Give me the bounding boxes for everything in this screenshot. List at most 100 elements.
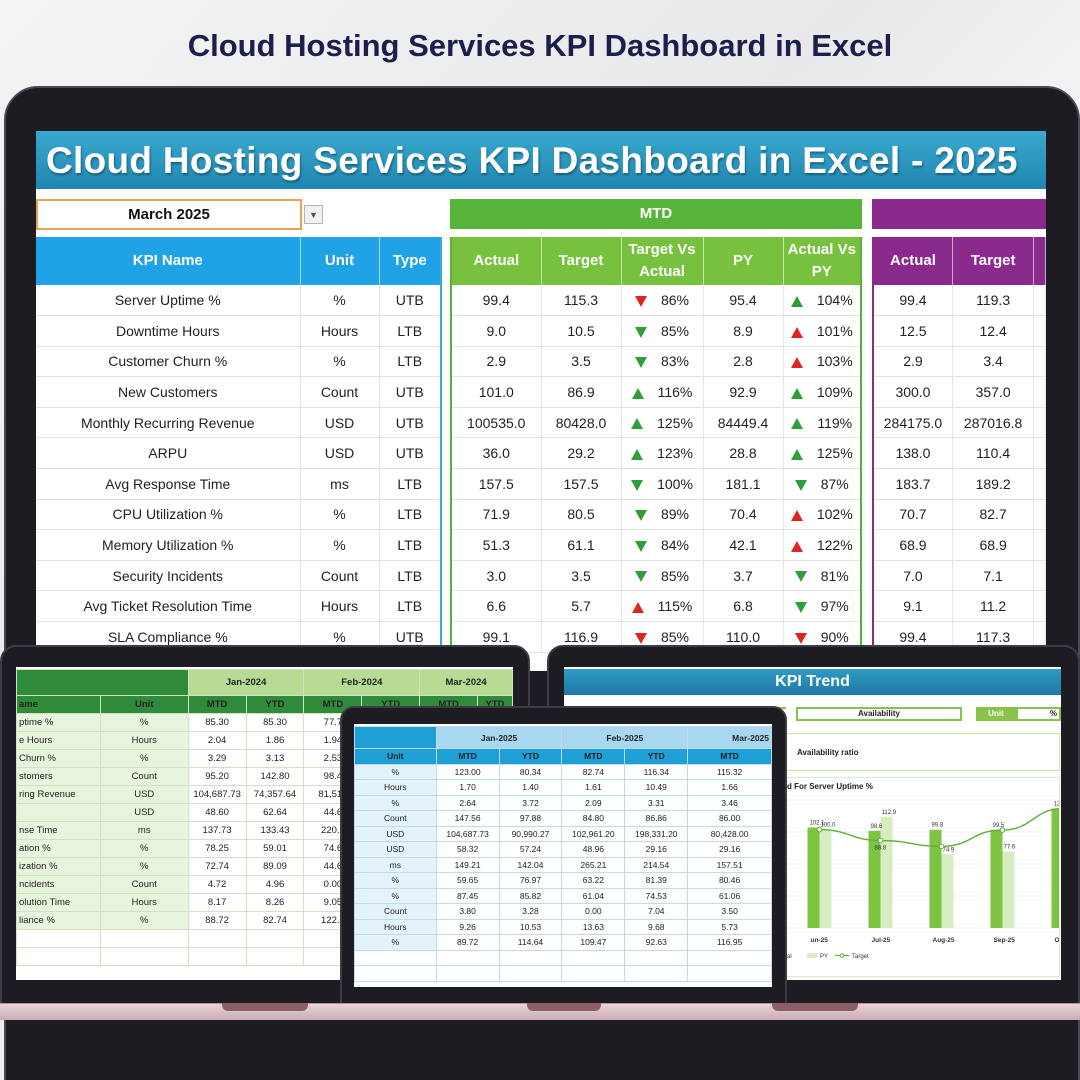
col-mtd: MTD (435, 748, 500, 765)
mtd-py-cell: 3.7 (703, 560, 784, 592)
page-title: Cloud Hosting Services KPI Dashboard in … (187, 28, 893, 63)
target-vs-actual-cell: 89% (621, 499, 704, 531)
value-cell: 88.72 (187, 911, 247, 930)
month-feb-2024: Feb-2024 (303, 669, 421, 696)
value-cell: 3.13 (245, 749, 305, 768)
kpi-name-cell: Security Incidents (36, 560, 301, 592)
dropdown-arrow-icon[interactable]: ▼ (304, 205, 323, 224)
percent-value: 83% (660, 353, 690, 370)
value-cell: 9.26 (435, 918, 500, 935)
sheet-corner (354, 726, 437, 749)
ytd-more-cell (1033, 437, 1046, 470)
table-row: % 123.00 80.34 82.74 116.34 115.32 (354, 763, 772, 780)
arrow-down-icon (794, 571, 807, 583)
mtd-actual-cell: 2.9 (451, 346, 542, 378)
empty-cell (687, 949, 772, 966)
value-cell: 61.06 (687, 887, 772, 904)
mtd-actual-cell: 99.4 (451, 285, 542, 317)
percent-value: 90% (820, 628, 849, 645)
target-vs-actual-cell: 123% (621, 437, 704, 470)
percent-value: 104% (816, 292, 853, 309)
target-vs-actual-cell: 84% (621, 529, 704, 561)
type-cell: LTB (379, 346, 442, 378)
kpi-row: Downtime Hours Hours LTB (36, 315, 442, 347)
unit-cell: Count (354, 810, 437, 827)
actual-data-label: 98.6 (871, 824, 883, 830)
unit-cell: ms (354, 856, 437, 873)
mtd-actual-cell: 157.5 (451, 468, 542, 500)
empty-cell (354, 965, 437, 982)
mtd-table: Actual Target Target Vs Actual PY Actual… (450, 237, 862, 653)
ytd-table: Actual Target 99.4 119.3 12.5 12.4 2.9 3.4 300… (872, 237, 1046, 653)
target-point (938, 843, 945, 850)
actual-bar (868, 830, 881, 928)
value-cell: 116.34 (624, 763, 689, 780)
percent-value: 125% (657, 414, 693, 431)
ytd-actual-cell: 183.7 (873, 468, 953, 500)
target-point (999, 827, 1006, 833)
arrow-up-icon (790, 295, 803, 307)
actual-vs-py-cell: 104% (783, 285, 862, 317)
percent-value: 87% (820, 475, 849, 492)
kpi-name-cell: Customer Churn % (36, 346, 301, 378)
value-cell: 85.82 (498, 887, 563, 904)
arrow-down-icon (634, 540, 647, 552)
percent-value: 84% (660, 537, 690, 554)
unit-cell: Count (354, 903, 437, 920)
x-tick-label: Oct-25 (1055, 937, 1060, 944)
header-type: Type (379, 237, 442, 285)
mtd-actual-cell: 3.0 (451, 560, 542, 592)
value-cell: 1.66 (687, 779, 772, 796)
empty-cell (99, 929, 189, 948)
ytd-actual-cell: 300.0 (873, 376, 953, 408)
value-cell: 87.45 (435, 887, 500, 904)
col-unit: Unit (354, 748, 437, 765)
target-vs-actual-cell: 100% (621, 468, 704, 500)
value-cell: 85.30 (187, 713, 247, 732)
arrow-down-icon (634, 295, 647, 307)
mtd-row: 36.0 29.2 123% 28.8 125% (451, 437, 862, 470)
kpi-filter-dropdown[interactable]: Availability (796, 707, 962, 721)
empty-cell (16, 929, 101, 948)
unit-cell: Count (300, 560, 380, 592)
kpi-row: CPU Utilization %% LTB (36, 499, 442, 531)
month-jan-2025: Jan-2025 (435, 726, 563, 749)
header-ytd-more (1033, 237, 1046, 285)
table-row: % 2.64 3.72 2.09 3.31 3.46 (354, 794, 772, 811)
percent-value: 100% (657, 475, 693, 492)
mtd-section-header: MTD (450, 199, 862, 229)
x-tick-label: Aug-25 (933, 937, 955, 944)
month-feb-2025: Feb-2025 (561, 726, 689, 749)
actual-data-label: 99.8 (932, 823, 944, 829)
mtd-actual-cell: 36.0 (451, 437, 542, 470)
ytd-row: 9.1 11.2 (873, 590, 1046, 623)
table-row: ms 149.21 142.04 265.21 214.54 157.51 (354, 856, 772, 873)
value-cell: 89.09 (245, 857, 305, 876)
header-ytd-actual: Actual (873, 237, 953, 285)
unit-cell: Hours (354, 779, 437, 796)
empty-cell (354, 949, 437, 966)
unit-cell: % (99, 857, 189, 876)
value-cell: 142.80 (245, 767, 305, 786)
kpi-row: New Customers Count UTB (36, 376, 442, 408)
mtd-target-cell: 61.1 (541, 529, 622, 561)
type-cell: LTB (379, 315, 442, 347)
ytd-actual-cell: 12.5 (873, 315, 953, 347)
value-cell: 102,961.20 (561, 825, 626, 842)
actual-bar (990, 830, 1003, 928)
value-cell: 86.00 (687, 810, 772, 827)
month-mar-2024: Mar-2024 (419, 669, 513, 696)
kpi-row: ARPU USD UTB (36, 437, 442, 470)
ytd-actual-cell: 99.4 (873, 285, 953, 317)
target-vs-actual-cell: 115% (621, 590, 704, 623)
empty-cell (624, 949, 689, 966)
mtd-row: 9.0 10.5 85% 8.9 101% (451, 315, 862, 347)
kpi-name-cell: ation % (16, 839, 101, 858)
ytd-target-cell: 11.2 (952, 590, 1035, 623)
value-cell: 123.00 (435, 763, 500, 780)
kpi-name-cell: Avg Ticket Resolution Time (36, 590, 301, 623)
month-dropdown[interactable]: March 2025 (36, 199, 302, 230)
value-cell: 80,428.00 (687, 825, 772, 842)
value-cell: 90,990.27 (498, 825, 563, 842)
unit-cell: % (354, 794, 437, 811)
